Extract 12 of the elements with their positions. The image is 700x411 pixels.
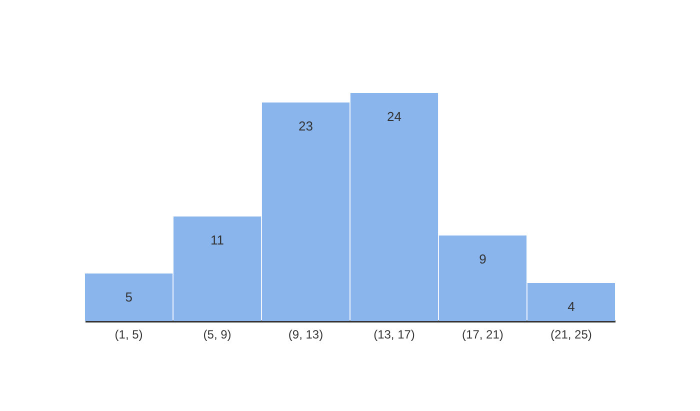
data-label: 9 [479,252,486,266]
data-label: 24 [387,109,402,124]
data-label: 5 [125,290,132,304]
x-tick-label: (9, 13) [288,328,324,342]
x-tick-label: (1, 5) [114,328,143,342]
x-tick-label: (13, 17) [374,328,415,342]
x-tick-label: (5, 9) [203,328,232,342]
data-label: 11 [210,232,224,248]
data-label: 4 [568,299,575,314]
data-label: 23 [298,118,313,134]
x-tick-label: (17, 21) [462,328,504,342]
x-tick-label: (21, 25) [550,328,592,342]
